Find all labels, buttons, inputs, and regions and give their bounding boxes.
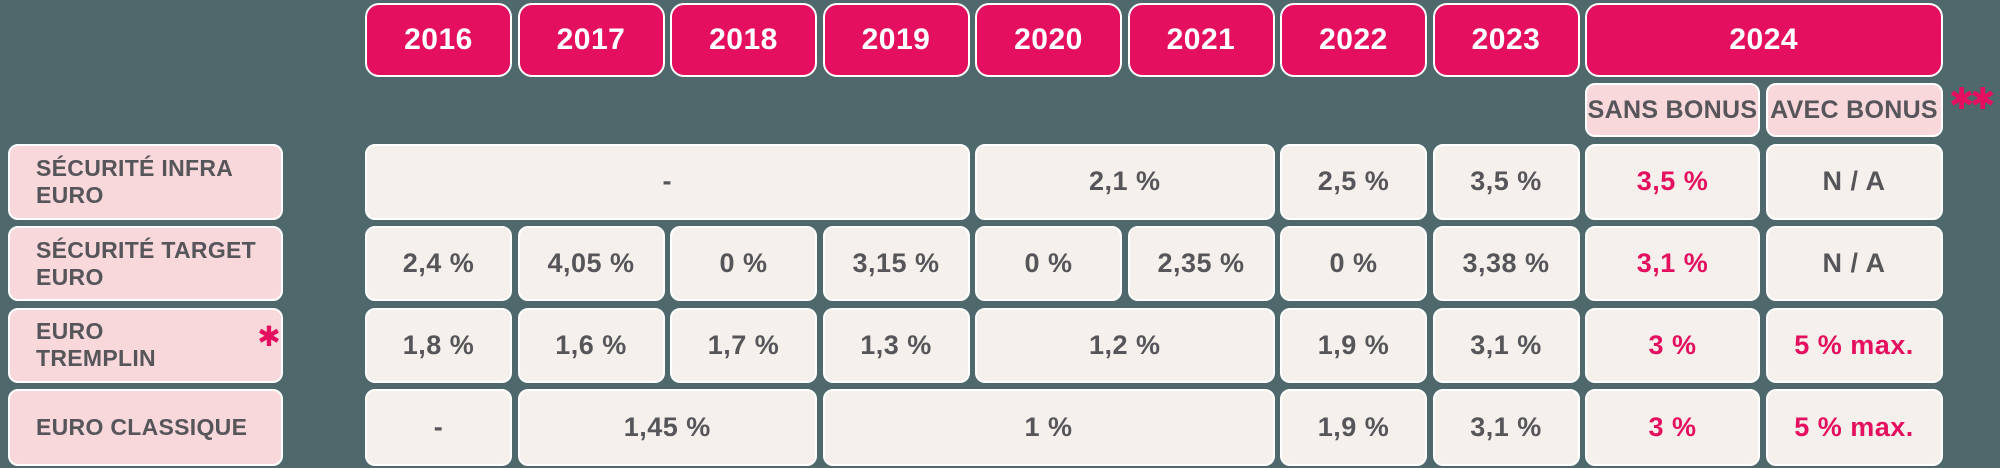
rate-cell-sans-bonus: 3,1 % bbox=[1585, 226, 1760, 302]
row-label-euro-tremplin: EURO TREMPLIN ✱ bbox=[8, 307, 283, 383]
year-header-2018: 2018 bbox=[670, 3, 817, 77]
year-header-2021: 2021 bbox=[1127, 3, 1275, 77]
asterisk-marker: ✱ bbox=[257, 319, 281, 353]
year-header-2024: 2024 bbox=[1585, 3, 1943, 77]
rate-cell: 3,38 % bbox=[1432, 226, 1580, 302]
year-header-2016: 2016 bbox=[365, 3, 512, 77]
rate-cell: 1,9 % bbox=[1280, 307, 1427, 383]
rate-cell: 2,4 % bbox=[365, 226, 512, 302]
rate-cell: 2,35 % bbox=[1127, 226, 1275, 302]
rate-cell: - bbox=[365, 388, 512, 466]
rate-cell: 4,05 % bbox=[517, 226, 665, 302]
rate-cell: 3,15 % bbox=[822, 226, 970, 302]
row-label-text: SÉCURITÉ INFRA EURO bbox=[36, 154, 233, 208]
rate-cell: 0 % bbox=[1280, 226, 1427, 302]
rates-grid: 2016 2017 2018 2019 2020 2021 2022 2023 … bbox=[8, 3, 1943, 466]
row-label-text: EURO CLASSIQUE bbox=[36, 413, 248, 440]
rate-cell: 3,5 % bbox=[1432, 143, 1580, 220]
year-header-2023: 2023 bbox=[1432, 3, 1580, 77]
rate-cell: 1,3 % bbox=[822, 307, 970, 383]
rate-cell-sans-bonus: 3 % bbox=[1585, 307, 1760, 383]
rate-cell: 1,45 % bbox=[517, 388, 817, 466]
row-label-securite-target-euro: SÉCURITÉ TARGET EURO bbox=[8, 226, 283, 302]
rate-cell-avec-bonus: N / A bbox=[1765, 226, 1943, 302]
rate-cell: 3,1 % bbox=[1432, 388, 1580, 466]
rate-cell: 1,9 % bbox=[1280, 388, 1427, 466]
rate-cell: 1,6 % bbox=[517, 307, 665, 383]
year-header-2019: 2019 bbox=[822, 3, 970, 77]
rate-cell: - bbox=[365, 143, 970, 220]
rate-cell: 1 % bbox=[822, 388, 1275, 466]
rate-cell-sans-bonus: 3 % bbox=[1585, 388, 1760, 466]
rate-cell-avec-bonus: 5 % max. bbox=[1765, 307, 1943, 383]
row-label-text: EURO TREMPLIN bbox=[36, 318, 156, 372]
rate-cell: 2,1 % bbox=[975, 143, 1275, 220]
rate-cell: 1,7 % bbox=[670, 307, 817, 383]
year-header-2020: 2020 bbox=[975, 3, 1122, 77]
rate-cell: 2,5 % bbox=[1280, 143, 1427, 220]
rate-cell: 1,8 % bbox=[365, 307, 512, 383]
column-header-sans-bonus: SANS BONUS bbox=[1585, 83, 1760, 138]
column-header-avec-bonus: AVEC BONUS bbox=[1765, 83, 1943, 138]
row-label-euro-classique: EURO CLASSIQUE bbox=[8, 388, 283, 466]
rate-cell: 0 % bbox=[670, 226, 817, 302]
row-label-securite-infra-euro: SÉCURITÉ INFRA EURO bbox=[8, 143, 283, 220]
year-header-2017: 2017 bbox=[517, 3, 665, 77]
year-header-2022: 2022 bbox=[1280, 3, 1427, 77]
double-asterisk-marker: ✱✱ bbox=[1949, 82, 1995, 117]
rate-cell-sans-bonus: 3,5 % bbox=[1585, 143, 1760, 220]
rate-cell: 3,1 % bbox=[1432, 307, 1580, 383]
rate-cell: 0 % bbox=[975, 226, 1122, 302]
row-label-text: SÉCURITÉ TARGET EURO bbox=[36, 236, 257, 290]
rate-cell-avec-bonus: 5 % max. bbox=[1765, 388, 1943, 466]
rate-cell-avec-bonus: N / A bbox=[1765, 143, 1943, 220]
rate-cell: 1,2 % bbox=[975, 307, 1275, 383]
